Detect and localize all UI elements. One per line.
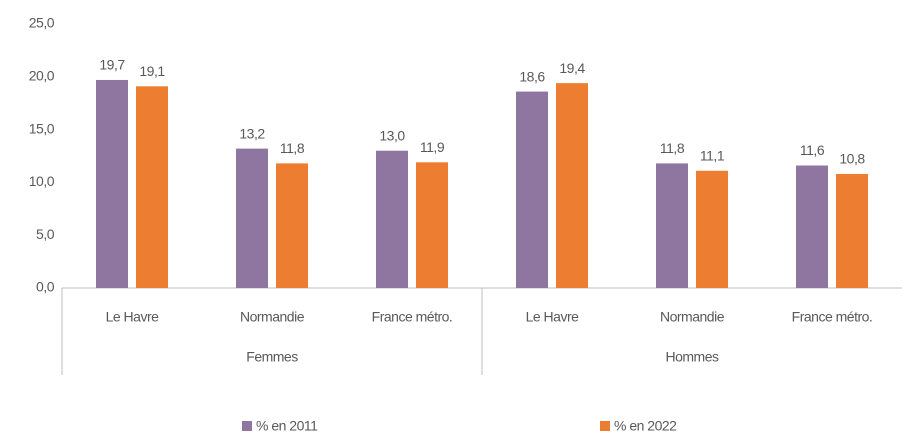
data-label: 11,8 xyxy=(280,140,305,156)
y-tick-label: 5,0 xyxy=(36,226,55,242)
y-tick-label: 20,0 xyxy=(29,68,55,84)
legend-label: % en 2011 xyxy=(256,418,318,434)
data-label: 19,7 xyxy=(99,57,125,73)
x-tick-label: Normandie xyxy=(240,309,305,325)
bar xyxy=(836,173,868,288)
data-label: 13,0 xyxy=(379,127,405,143)
x-tick-label: France métro. xyxy=(792,309,873,325)
legend-swatch xyxy=(242,421,252,431)
y-tick-label: 10,0 xyxy=(29,173,55,189)
data-label: 18,6 xyxy=(519,68,545,84)
y-tick-label: 0,0 xyxy=(36,279,55,295)
legend-swatch xyxy=(600,421,610,431)
group-label: Femmes xyxy=(246,349,298,365)
data-label: 19,4 xyxy=(559,60,585,76)
data-label: 11,6 xyxy=(800,142,825,158)
bar xyxy=(696,170,728,288)
x-tick-label: Normandie xyxy=(660,309,725,325)
data-label: 11,8 xyxy=(660,140,685,156)
data-label: 11,1 xyxy=(700,147,725,163)
bar xyxy=(96,79,128,288)
bar xyxy=(416,162,448,288)
data-label: 13,2 xyxy=(239,125,265,141)
x-tick-label: France métro. xyxy=(372,309,453,325)
data-label: 19,1 xyxy=(139,63,165,79)
y-tick-label: 25,0 xyxy=(29,15,55,31)
data-label: 11,9 xyxy=(420,139,445,155)
legend-label: % en 2022 xyxy=(614,418,677,434)
x-tick-label: Le Havre xyxy=(106,309,160,325)
x-tick-label: Le Havre xyxy=(526,309,580,325)
bar xyxy=(136,86,168,288)
y-tick-label: 15,0 xyxy=(29,120,55,136)
group-label: Hommes xyxy=(665,349,719,365)
bar xyxy=(236,148,268,288)
bar xyxy=(516,91,548,288)
bar xyxy=(556,83,588,288)
data-label: 10,8 xyxy=(839,151,865,167)
bar xyxy=(276,163,308,288)
bar xyxy=(376,150,408,288)
bar xyxy=(796,165,828,288)
bar xyxy=(656,163,688,288)
